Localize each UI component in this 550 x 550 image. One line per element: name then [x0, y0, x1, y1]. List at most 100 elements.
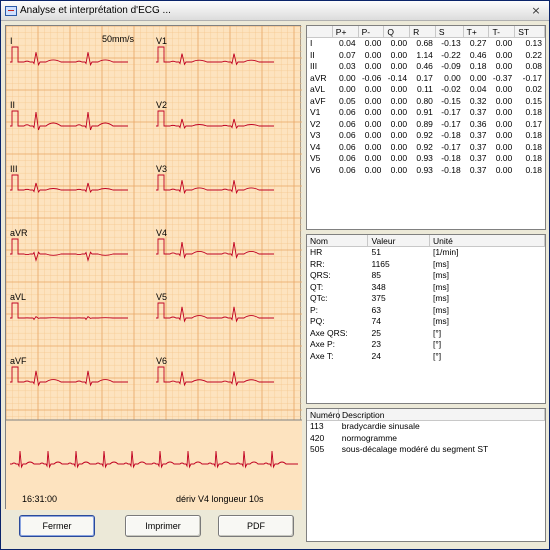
param-cell: 0.15 — [525, 95, 542, 106]
param-row[interactable]: aVR 0.00 -0.06 -0.14 0.17 0.00 0.00 -0.37 -0.17 — [307, 73, 545, 85]
measure-cell: Axe P: — [310, 339, 336, 349]
param-column-header[interactable]: ST — [515, 26, 545, 37]
param-row[interactable]: II 0.07 0.00 0.00 1.14 -0.22 0.46 0.00 0.22 — [307, 50, 545, 62]
param-cell: 0.13 — [525, 38, 542, 48]
param-cell: 0.06 — [339, 164, 356, 175]
param-row[interactable]: V1 0.06 0.00 0.00 0.91 -0.17 0.37 0.00 0.18 — [307, 107, 545, 119]
param-row[interactable]: V4 0.06 0.00 0.00 0.92 -0.17 0.37 0.00 0.18 — [307, 142, 545, 154]
lead-label: V1 — [156, 36, 167, 46]
param-cell: 0.18 — [525, 164, 542, 175]
param-cell: 0.00 — [495, 38, 513, 48]
measure-cell: Axe T: — [310, 350, 334, 361]
param-cell: V6 — [310, 164, 321, 175]
close-button[interactable]: Fermer — [19, 515, 95, 537]
param-cell: 0.06 — [339, 130, 356, 140]
rhythm-trace — [10, 450, 298, 469]
param-cell: 0.00 — [495, 141, 513, 152]
param-column-header[interactable]: T- — [489, 26, 516, 37]
lead-trace-II — [10, 110, 128, 131]
diagnosis-header: Numéro Description — [307, 409, 545, 421]
param-row[interactable]: III 0.03 0.00 0.00 0.46 -0.09 0.18 0.00 0.08 — [307, 61, 545, 73]
param-cell: 0.18 — [525, 130, 542, 140]
param-cell: -0.02 — [441, 84, 461, 94]
diagnosis-row[interactable]: 420 normogramme — [307, 433, 545, 445]
measure-cell: 63 — [371, 304, 381, 315]
measure-row[interactable]: P: 63 [ms] — [307, 305, 545, 317]
param-cell: -0.18 — [441, 164, 461, 175]
param-column-header[interactable]: P+ — [333, 26, 359, 37]
measure-column-header[interactable]: Valeur — [368, 235, 430, 246]
pdf-button[interactable]: PDF — [218, 515, 294, 537]
measure-cell: [ms] — [432, 304, 450, 315]
measure-cell: [ms] — [432, 258, 450, 269]
measure-cell: 25 — [371, 327, 381, 338]
measure-row[interactable]: QTc: 375 [ms] — [307, 293, 545, 305]
lead-label: V6 — [156, 356, 167, 366]
param-cell: 0.18 — [525, 153, 542, 163]
measure-row[interactable]: Axe QRS: 25 [°] — [307, 328, 545, 340]
param-cell: V3 — [310, 130, 321, 140]
param-cell: -0.18 — [441, 130, 461, 140]
param-cell: 0.93 — [416, 153, 433, 163]
measure-row[interactable]: QT: 348 [ms] — [307, 282, 545, 294]
param-cell: aVF — [310, 95, 326, 106]
param-cell: 0.18 — [525, 141, 542, 152]
lead-trace-I — [10, 46, 128, 67]
measure-row[interactable]: Axe T: 24 [°] — [307, 351, 545, 363]
param-column-header[interactable]: S — [436, 26, 464, 37]
measure-row[interactable]: RR: 1165 [ms] — [307, 259, 545, 271]
rhythm-time: 16:31:00 — [22, 494, 57, 504]
param-row[interactable]: V2 0.06 0.00 0.00 0.89 -0.17 0.36 0.00 0.17 — [307, 119, 545, 131]
diagnosis-column-header[interactable]: Description — [339, 409, 545, 420]
param-cell: 0.00 — [364, 141, 382, 152]
measure-column-header[interactable]: Unité — [430, 235, 545, 246]
param-column-header[interactable]: Q — [384, 26, 411, 37]
param-row[interactable]: V5 0.06 0.00 0.00 0.93 -0.18 0.37 0.00 0.18 — [307, 153, 545, 165]
param-cell: -0.09 — [441, 61, 461, 71]
print-button[interactable]: Imprimer — [125, 515, 201, 537]
param-cell: 0.00 — [364, 49, 382, 60]
param-row[interactable]: I 0.04 0.00 0.00 0.68 -0.13 0.27 0.00 0.13 — [307, 38, 545, 50]
lead-trace-aVR — [10, 238, 128, 262]
param-cell: 0.00 — [495, 95, 513, 106]
measure-cell: QRS: — [310, 270, 331, 280]
lead-trace-V6 — [156, 366, 274, 387]
param-row[interactable]: aVF 0.05 0.00 0.00 0.80 -0.15 0.32 0.00 0.15 — [307, 96, 545, 108]
param-cell: 0.03 — [339, 61, 356, 71]
measure-cell: [°] — [432, 339, 442, 349]
param-column-header[interactable]: R — [410, 26, 436, 37]
param-column-header[interactable]: T+ — [464, 26, 490, 37]
param-row[interactable]: aVL 0.00 0.00 0.00 0.11 -0.02 0.04 0.00 0.02 — [307, 84, 545, 96]
diagnosis-row[interactable]: 505 sous-décalage modéré du segment ST — [307, 444, 545, 456]
param-cell: 1.14 — [416, 49, 433, 60]
close-icon[interactable]: × — [531, 4, 541, 17]
param-cell: -0.06 — [361, 72, 382, 83]
lead-trace-V4 — [156, 238, 274, 259]
measure-column-header[interactable]: Nom — [307, 235, 369, 246]
diagnosis-column-header[interactable]: Numéro — [307, 409, 340, 420]
param-cell: 0.00 — [390, 95, 408, 106]
param-column-header[interactable]: P- — [359, 26, 385, 37]
diagnosis-cell: normogramme — [341, 432, 398, 443]
measure-row[interactable]: HR 51 [1/min] — [307, 247, 545, 259]
param-row[interactable]: V3 0.06 0.00 0.00 0.92 -0.18 0.37 0.00 0.18 — [307, 130, 545, 142]
measure-row[interactable]: QRS: 85 [ms] — [307, 270, 545, 282]
param-cell: 0.89 — [416, 118, 433, 129]
lead-label: I — [10, 36, 13, 46]
param-cell: 0.37 — [469, 130, 487, 140]
measure-row[interactable]: PQ: 74 [ms] — [307, 316, 545, 328]
param-cell: 0.00 — [495, 164, 513, 175]
param-cell: 0.00 — [444, 72, 461, 83]
diagnosis-row[interactable]: 113 bradycardie sinusale — [307, 421, 545, 433]
measure-row[interactable]: Axe P: 23 [°] — [307, 339, 545, 351]
param-cell: V5 — [310, 153, 321, 163]
measure-cell: P: — [310, 304, 319, 315]
param-cell: -0.37 — [492, 72, 513, 83]
param-cell: 0.00 — [390, 118, 408, 129]
diagnosis-cell: sous-décalage modéré du segment ST — [341, 444, 489, 454]
param-cell: III — [310, 61, 318, 71]
param-column-header[interactable] — [307, 26, 333, 37]
param-row[interactable]: V6 0.06 0.00 0.00 0.93 -0.18 0.37 0.00 0.18 — [307, 165, 545, 177]
param-cell: 0.00 — [339, 72, 356, 83]
param-cell: V1 — [310, 107, 321, 117]
